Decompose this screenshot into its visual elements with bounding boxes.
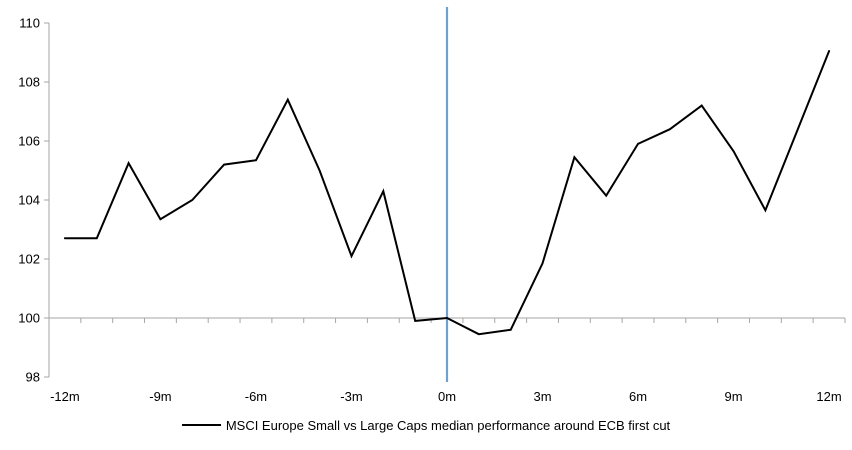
legend-series-label: MSCI Europe Small vs Large Caps median p… — [225, 417, 671, 433]
x-axis-tick-label: 3m — [533, 389, 551, 404]
series-msci-small-vs-large-line — [63, 50, 831, 336]
x-axis-tick-label: -3m — [340, 389, 362, 404]
x-axis-tick-label: -6m — [245, 389, 267, 404]
axes-layer — [44, 22, 846, 378]
chart-legend: MSCI Europe Small vs Large Caps median p… — [0, 416, 852, 434]
y-axis-tick-label: 108 — [18, 75, 40, 90]
y-axis-tick-label: 104 — [18, 193, 40, 208]
x-axis-tick-label: -9m — [149, 389, 171, 404]
x-axis-tick-label: 12m — [816, 389, 841, 404]
series-layer — [63, 50, 831, 336]
y-axis-tick-label: 98 — [26, 370, 40, 385]
x-axis-tick-label: 6m — [629, 389, 647, 404]
x-axis-tick-label: 0m — [438, 389, 456, 404]
axis-labels-layer: 98 100 102 104 106 108 110 -12m -9m -6m -3m 0m 3m 6m 9… — [18, 16, 841, 405]
y-axis-tick-label: 106 — [18, 134, 40, 149]
x-axis-tick-label: 9m — [725, 389, 743, 404]
y-axis-tick-label: 100 — [18, 311, 40, 326]
y-axis-tick-label: 110 — [19, 16, 40, 31]
x-axis-tick-label: -12m — [50, 389, 80, 404]
legend-line-marker — [181, 424, 221, 426]
y-axis-tick-label: 102 — [18, 252, 40, 267]
